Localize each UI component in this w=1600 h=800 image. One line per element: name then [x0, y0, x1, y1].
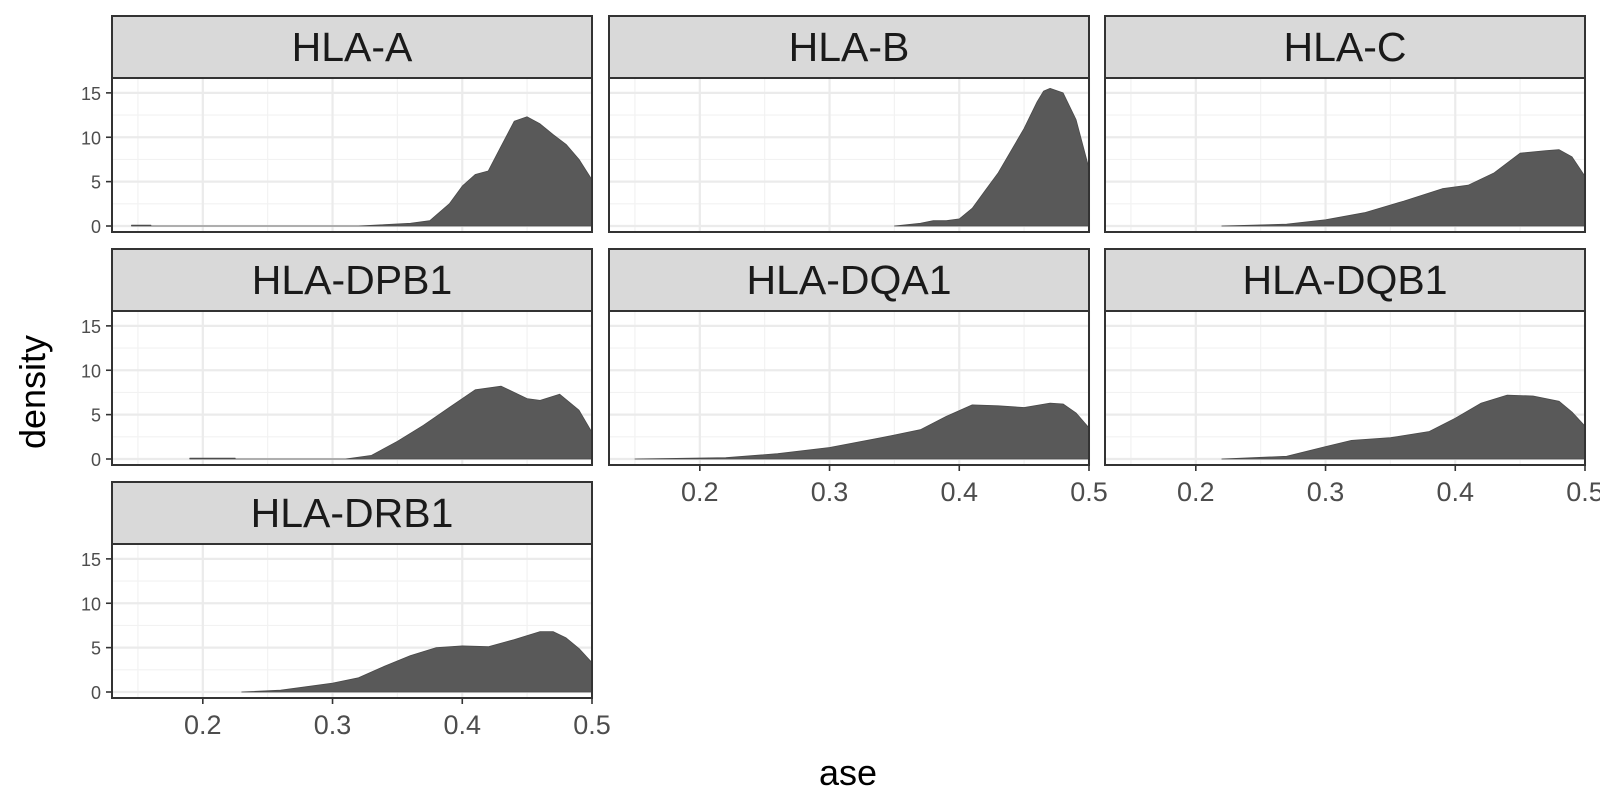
y-tick-label: 10	[81, 594, 101, 614]
x-axis-title: ase	[819, 752, 877, 793]
facet-strip	[111, 15, 593, 79]
x-tick-label: 0.5	[1070, 477, 1108, 507]
panel-border	[111, 543, 593, 699]
y-tick-label: 15	[81, 317, 101, 337]
facet-strip	[111, 481, 593, 545]
panel-border	[1104, 310, 1586, 466]
facet-strip	[1104, 15, 1586, 79]
density-area	[634, 402, 1090, 460]
panel-border	[111, 310, 593, 466]
panel-border	[608, 77, 1090, 233]
y-tick-label: 0	[91, 683, 101, 703]
facet-hla-dqa1: HLA-DQA1 0.2 0.3 0.4 0.5	[608, 248, 1108, 507]
facet-hla-dqb1: HLA-DQB1 0.2 0.3 0.4 0.5	[1104, 248, 1600, 507]
density-area	[1221, 394, 1586, 460]
x-tick-label: 0.2	[1177, 477, 1215, 507]
density-area	[131, 116, 593, 227]
facet-strip-label: HLA-DQA1	[746, 257, 951, 303]
y-tick-label: 10	[81, 361, 101, 381]
facet-strip-label: HLA-C	[1283, 24, 1406, 70]
y-tick-label: 5	[91, 406, 101, 426]
y-axis-title: density	[12, 335, 53, 449]
facet-hla-drb1: HLA-DRB1 0 5 10 15 0.2 0.3 0.4 0.5	[81, 481, 611, 740]
x-tick-label: 0.5	[573, 710, 611, 740]
y-tick-label: 0	[91, 217, 101, 237]
x-tick-label: 0.4	[443, 710, 481, 740]
facet-hla-b: HLA-B	[608, 15, 1091, 233]
density-area	[894, 88, 1090, 227]
y-tick-label: 5	[91, 173, 101, 193]
density-area	[189, 385, 593, 460]
x-tick-label: 0.2	[681, 477, 719, 507]
facet-strip-label: HLA-DRB1	[251, 490, 454, 536]
density-area	[1221, 149, 1586, 227]
facet-hla-dpb1: HLA-DPB1 0 5 10 15	[81, 248, 594, 470]
facet-strip-label: HLA-B	[789, 24, 910, 70]
x-tick-label: 0.5	[1566, 477, 1600, 507]
facet-strip	[608, 248, 1090, 312]
x-tick-label: 0.4	[1436, 477, 1474, 507]
x-tick-label: 0.3	[811, 477, 849, 507]
x-tick-label: 0.4	[940, 477, 978, 507]
facet-strip	[608, 15, 1090, 79]
panel-border	[111, 77, 593, 233]
facet-hla-c: HLA-C	[1104, 15, 1587, 233]
y-tick-label: 5	[91, 639, 101, 659]
y-tick-label: 15	[81, 84, 101, 104]
facet-strip-label: HLA-DPB1	[252, 257, 453, 303]
y-tick-label: 15	[81, 550, 101, 570]
x-tick-label: 0.3	[1307, 477, 1345, 507]
facet-hla-a: HLA-A 0 5 10 15	[81, 15, 594, 237]
facet-strip-label: HLA-A	[292, 24, 413, 70]
facet-strip-label: HLA-DQB1	[1242, 257, 1447, 303]
y-tick-label: 0	[91, 450, 101, 470]
x-tick-label: 0.2	[184, 710, 222, 740]
density-area	[241, 631, 593, 693]
y-tick-label: 10	[81, 128, 101, 148]
panel-border	[608, 310, 1090, 466]
panel-border	[1104, 77, 1586, 233]
x-tick-label: 0.3	[314, 710, 352, 740]
